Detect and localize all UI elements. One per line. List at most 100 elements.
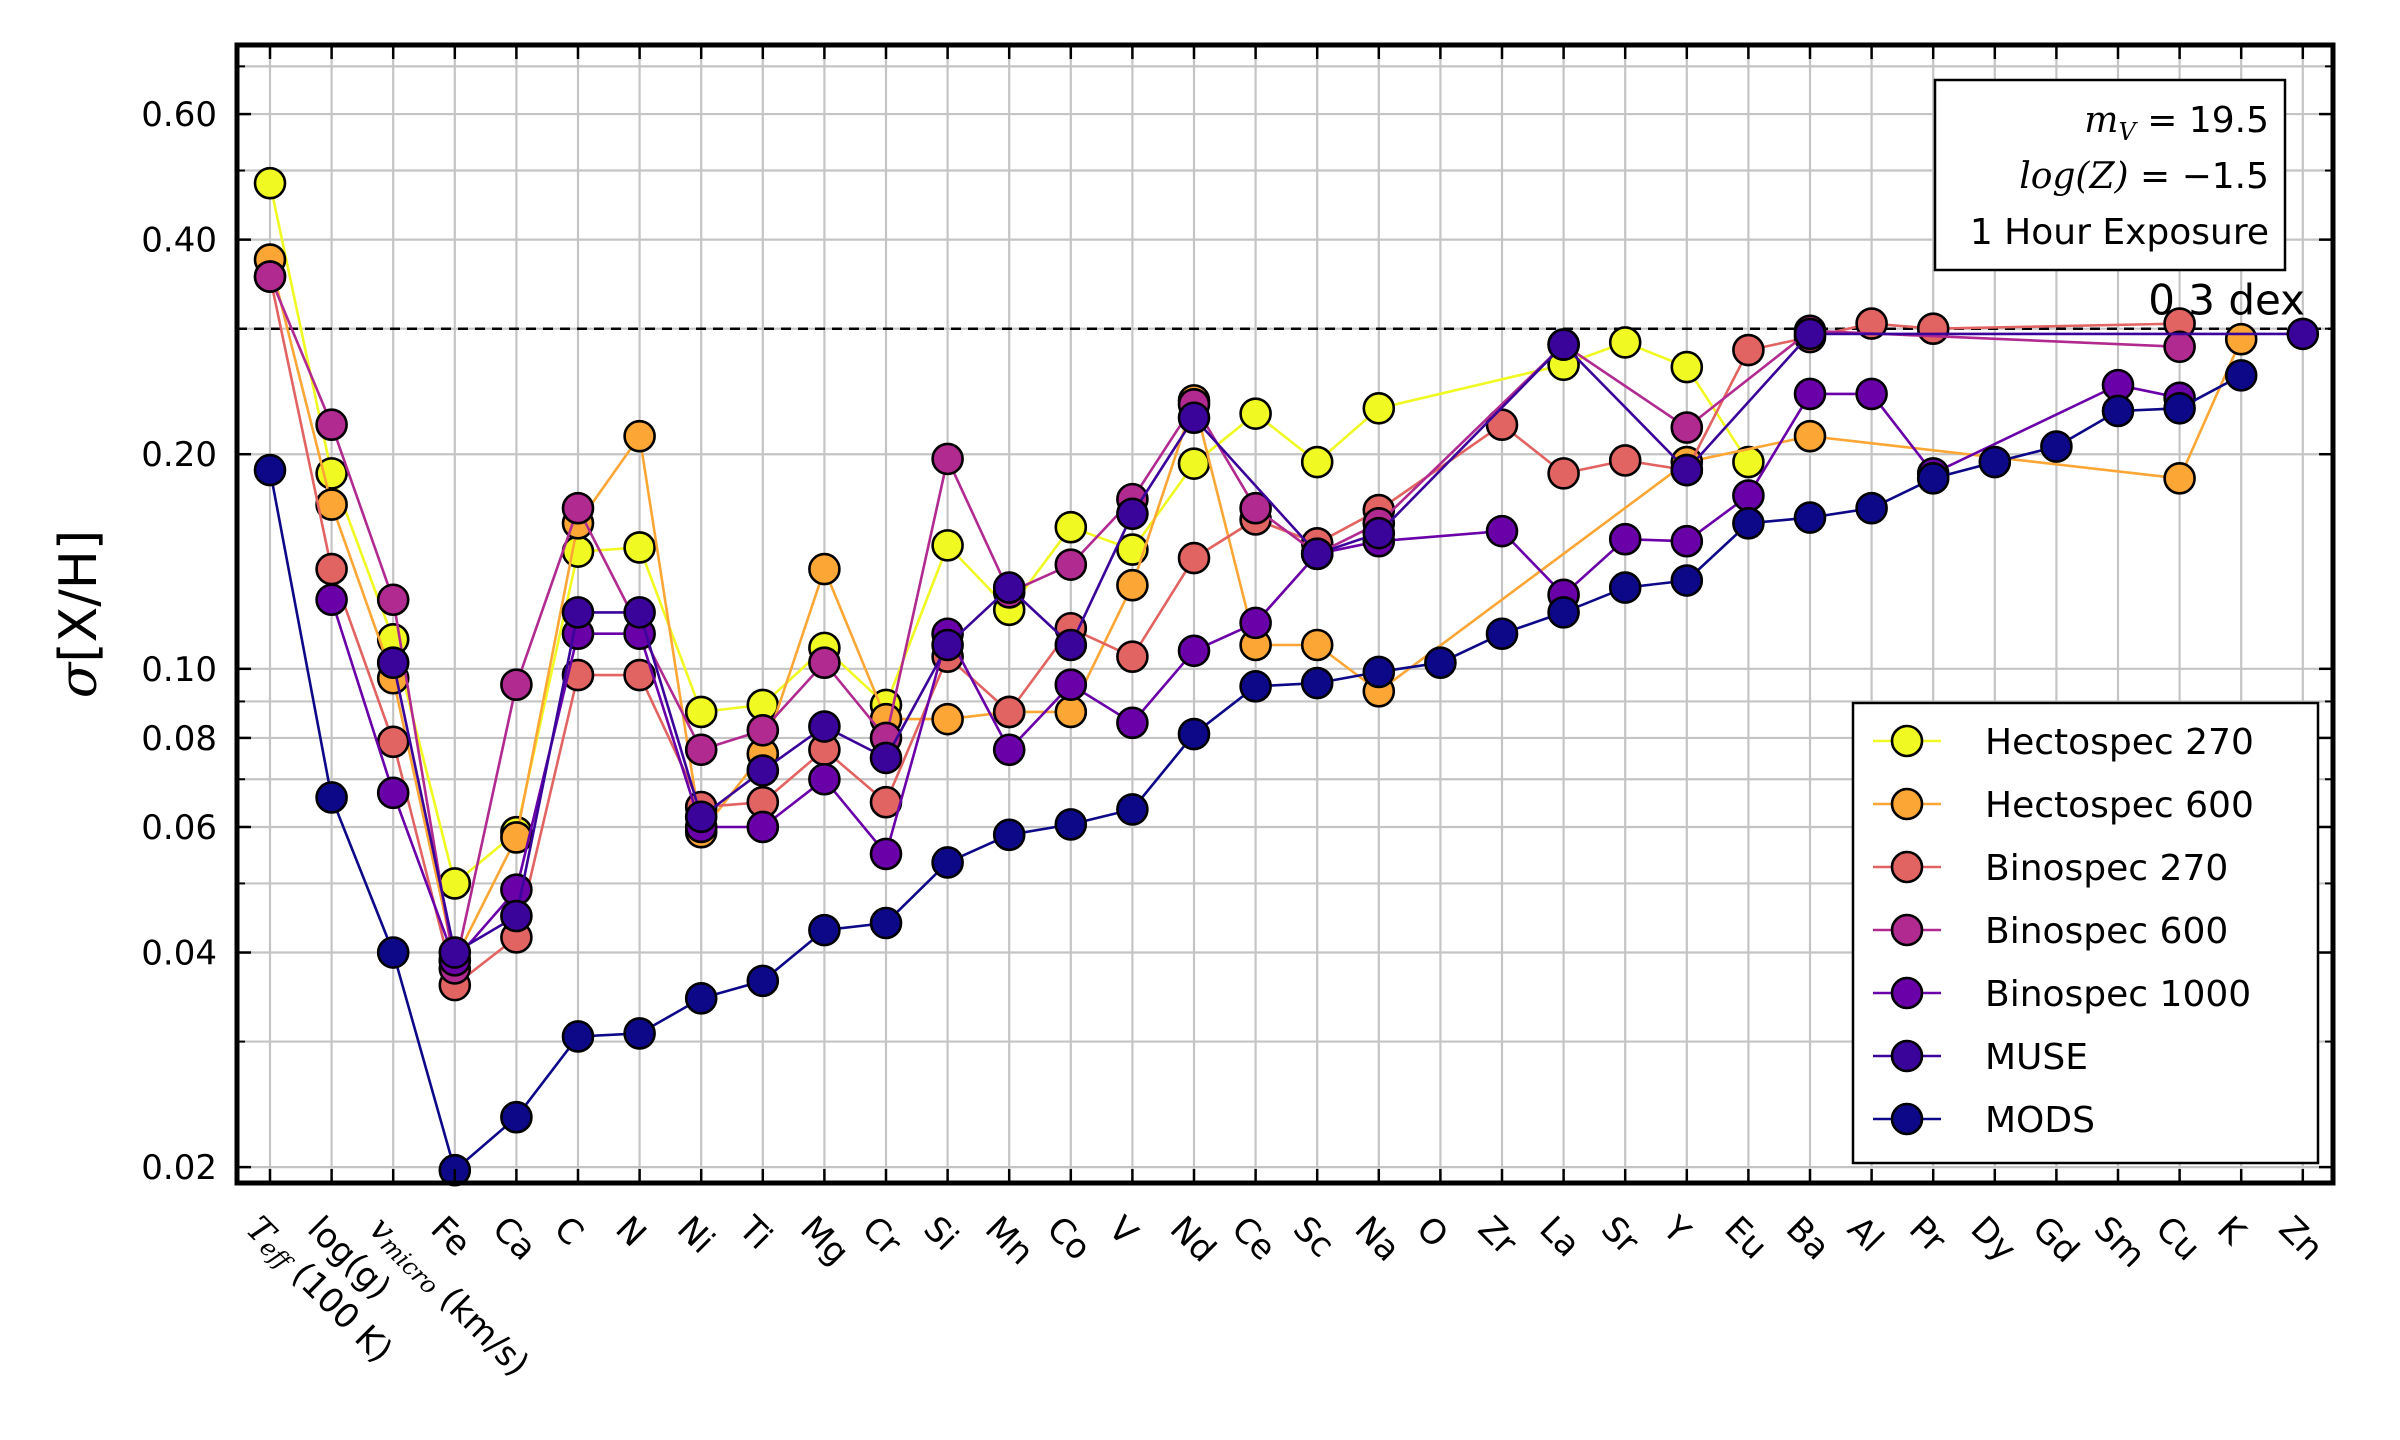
data-point [1916, 462, 1950, 495]
x-tick-label: N [608, 1209, 654, 1255]
data-point [1608, 522, 1642, 556]
data-point [1608, 326, 1642, 359]
data-point [2286, 317, 2320, 351]
data-point [1177, 447, 1211, 480]
x-tick-label: Sc [1285, 1209, 1342, 1266]
data-point [1732, 333, 1765, 367]
data-point [1054, 668, 1088, 702]
legend-label: Binospec 1000 [1985, 974, 2251, 1015]
data-point [253, 453, 287, 487]
data-point [1547, 596, 1580, 629]
data-point [1485, 617, 1519, 651]
data-point [1670, 411, 1704, 444]
legend-label: Hectospec 270 [1985, 722, 2254, 763]
x-tick-label: Dy [1963, 1209, 2024, 1270]
legend-label: Binospec 600 [1985, 911, 2228, 952]
data-point [315, 552, 348, 586]
data-point [623, 596, 656, 629]
legend-entry: Hectospec 600 [1873, 785, 2254, 826]
data-point [623, 1017, 656, 1050]
legend-label: MODS [1985, 1100, 2095, 1141]
data-point [2224, 359, 2258, 392]
data-point [623, 658, 656, 692]
data-point [1732, 479, 1765, 512]
data-point [1855, 491, 1888, 525]
data-point [500, 899, 533, 933]
data-point [1670, 564, 1704, 597]
x-tick-label: Cr [854, 1209, 909, 1264]
data-point [2224, 322, 2258, 356]
data-point [1547, 328, 1580, 361]
x-tick-label: Ce [1224, 1209, 1284, 1269]
y-tick-label: 0.08 [141, 719, 217, 759]
data-point [315, 781, 348, 814]
y-tick-label: 0.20 [141, 435, 217, 475]
legend-label: MUSE [1985, 1037, 2088, 1078]
data-point [1424, 646, 1457, 679]
y-tick-label: 0.04 [141, 934, 217, 974]
x-tick-label: Al [1840, 1209, 1891, 1260]
data-point [1670, 350, 1704, 384]
data-point [992, 571, 1026, 604]
data-point [315, 488, 348, 521]
legend-label: Hectospec 600 [1985, 785, 2254, 826]
legend-entry: Binospec 600 [1873, 911, 2228, 952]
x-tick-label: K [2209, 1209, 2254, 1254]
data-point [2101, 394, 2135, 428]
data-point [1116, 497, 1149, 531]
x-tick-label: Ba [1778, 1209, 1838, 1269]
data-point [2040, 430, 2073, 463]
data-point [1054, 510, 1088, 544]
data-point [684, 800, 718, 834]
annotation-box: mV = 19.5 log(Z) = −1.5 1 Hour Exposure [1933, 78, 2287, 272]
series-line [268, 276, 2180, 969]
x-tick-label: La [1532, 1209, 1588, 1265]
data-point [1116, 793, 1149, 826]
legend-entry: MODS [1873, 1100, 2095, 1141]
x-tick-label: Zr [1470, 1209, 1525, 1264]
data-point [561, 491, 595, 525]
y-tick-label: 0.60 [141, 95, 217, 135]
data-point [746, 713, 780, 747]
legend-entry: MUSE [1873, 1037, 2088, 1078]
y-tick-label: 0.06 [141, 808, 217, 848]
data-point [746, 754, 780, 787]
data-point [315, 408, 348, 442]
annotation-line: mV = 19.5 [2084, 100, 2269, 146]
data-point [1978, 445, 2012, 479]
data-point [992, 733, 1026, 767]
data-point [1485, 514, 1519, 548]
data-point [1855, 377, 1888, 411]
data-point [1362, 391, 1396, 425]
data-point [623, 531, 656, 564]
data-point [253, 260, 287, 293]
x-tick-label: Y [1654, 1208, 1698, 1252]
data-point [931, 442, 964, 476]
series-line [330, 383, 2180, 963]
legend-marker [1890, 787, 1924, 821]
data-point [376, 646, 410, 679]
data-point [684, 982, 718, 1015]
data-point [1239, 670, 1272, 703]
data-point [1054, 628, 1088, 662]
data-point [992, 818, 1026, 852]
data-point [1362, 516, 1396, 550]
data-point [869, 906, 903, 940]
data-point [2163, 330, 2196, 364]
data-point [438, 867, 472, 900]
data-point [1239, 491, 1272, 525]
data-point [1793, 377, 1827, 411]
data-point [808, 552, 841, 586]
data-point [808, 913, 841, 947]
x-tick-label: Gd [2025, 1209, 2087, 1271]
y-tick-label: 0.02 [141, 1148, 217, 1188]
series-line [268, 276, 2180, 988]
legend-marker [1890, 724, 1924, 758]
data-point [1916, 312, 1950, 345]
y-axis-title: σ[X/H] [49, 530, 109, 698]
data-point [376, 776, 410, 810]
data-point [808, 646, 841, 679]
data-point [1793, 317, 1827, 351]
data-point [1054, 548, 1088, 581]
